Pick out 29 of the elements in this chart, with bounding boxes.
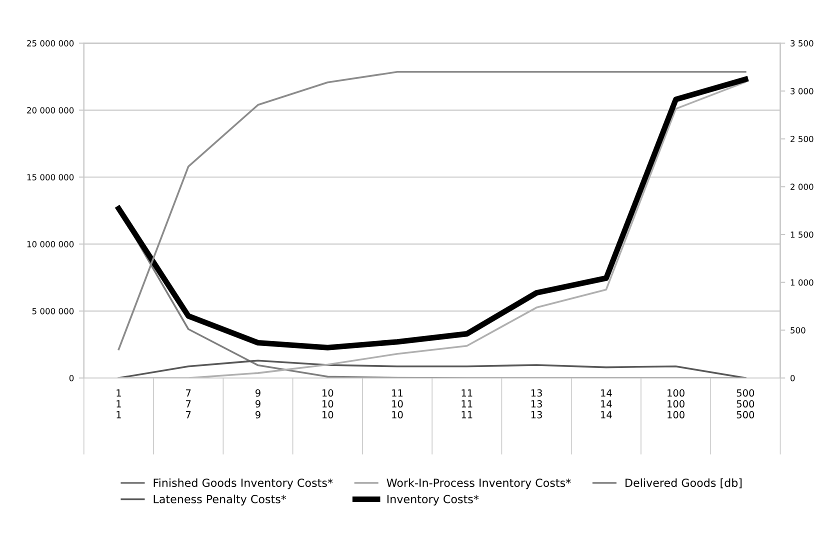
y-tick-label: 10 000 000 (27, 241, 74, 248)
y-tick-label: 20 000 000 (27, 107, 74, 114)
x-tick-label: 11 11 11 (462, 389, 472, 418)
y-tick-label: 0 (69, 374, 74, 382)
x-tick-label: 7 7 7 (186, 389, 191, 418)
x-tick-label: 11 10 10 (392, 389, 403, 418)
x-tick-label: 100 100 100 (668, 389, 684, 418)
y-tick-label: 5 000 000 (32, 308, 74, 314)
y2-tick-label: 500 (790, 327, 806, 334)
y-tick-label: 25 000 000 (27, 40, 74, 46)
x-tick-label: 14 14 14 (601, 389, 612, 418)
y2-tick-label: 2 000 (790, 184, 814, 190)
y2-tick-label: 1 000 (790, 279, 814, 286)
legend-label: Work-In-Process Inventory Costs* (386, 478, 571, 490)
legend-label: Finished Goods Inventory Costs* (154, 478, 333, 490)
legend-label: Delivered Goods [db] (626, 478, 742, 488)
x-tick-label: 1 1 1 (116, 389, 121, 418)
y2-tick-label: 0 (790, 374, 795, 382)
y2-tick-label: 2 500 (790, 136, 814, 142)
legend-label: Inventory Costs* (387, 494, 479, 506)
y2-tick-label: 3 500 (790, 40, 814, 46)
y2-tick-label: 1 500 (790, 231, 814, 238)
x-tick-label: 10 10 10 (322, 389, 334, 418)
y-tick-label: 15 000 000 (27, 174, 74, 180)
x-tick-label: 9 9 9 (256, 389, 260, 418)
y2-tick-label: 3 000 (790, 88, 814, 94)
x-tick-label: 13 13 13 (531, 389, 542, 418)
legend-label: Lateness Penalty Costs* (154, 494, 286, 506)
x-tick-label: 500 500 500 (736, 389, 754, 418)
